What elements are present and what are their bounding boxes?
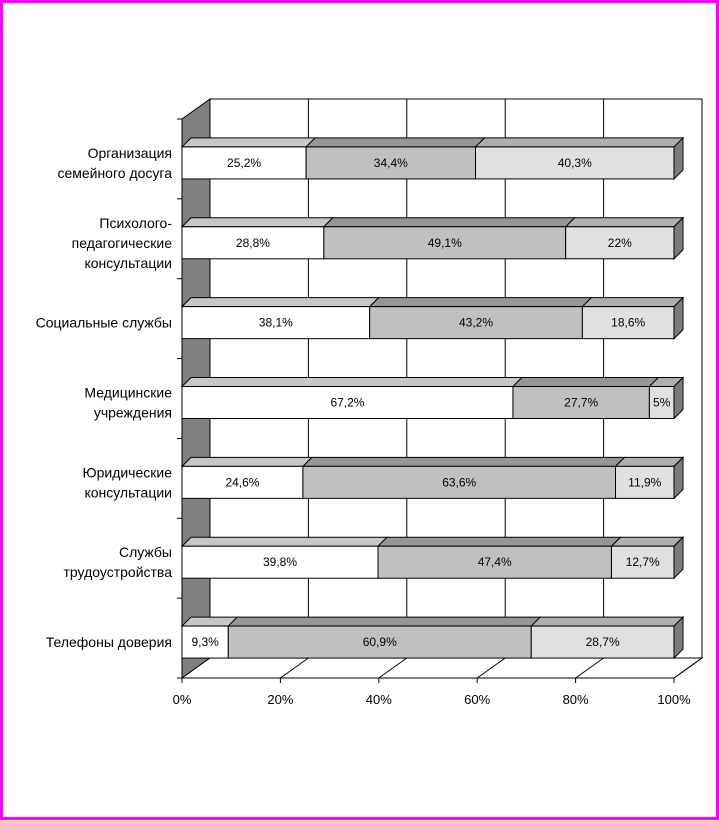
- data-label: 22%: [608, 236, 632, 250]
- data-label: 9,3%: [191, 635, 219, 649]
- bar-segment: [181, 545, 379, 579]
- data-label: 34,4%: [374, 156, 408, 170]
- data-label: 12,7%: [626, 555, 660, 569]
- x-tick-label: 100%: [657, 692, 691, 707]
- bar-segment: [305, 146, 477, 180]
- data-label: 25,2%: [227, 156, 261, 170]
- bar-segment-top: [368, 297, 593, 308]
- bar-segment-top: [180, 217, 335, 228]
- bar-segment: [181, 226, 325, 260]
- bar-segment-top: [376, 536, 622, 547]
- bar-segment: [377, 545, 612, 579]
- data-label: 63,6%: [442, 475, 476, 489]
- x-tick-label: 40%: [366, 692, 392, 707]
- bar-segment-top: [227, 616, 542, 627]
- bar-segment: [615, 465, 675, 499]
- category-label: Медицинские учреждения: [84, 385, 172, 421]
- data-label: 27,7%: [564, 396, 598, 410]
- bar-segment: [302, 465, 617, 499]
- bar-segment-top: [180, 456, 314, 467]
- floor: [180, 657, 704, 679]
- bar-segment-top: [180, 536, 389, 547]
- bar-end-face: [673, 136, 684, 181]
- floor-gridline: [476, 657, 506, 679]
- bar-row: 38,1% 43,2% 18,6%: [180, 296, 685, 340]
- category-label: Организация семейного досуга: [57, 145, 172, 181]
- x-tick-label: 80%: [563, 692, 589, 707]
- bar-segment: [581, 306, 675, 340]
- bar-segment-top: [610, 536, 685, 547]
- x-tick-label: 0%: [173, 692, 192, 707]
- category-label: Телефоны доверия: [46, 634, 172, 650]
- data-label: 28,8%: [236, 236, 270, 250]
- category-label: Социальные службы: [36, 315, 172, 331]
- bar-segment-top: [581, 297, 685, 308]
- data-label: 5%: [653, 396, 671, 410]
- data-label: 40,3%: [558, 156, 592, 170]
- bar-segment: [227, 625, 532, 659]
- bar-row: 9,3% 60,9% 28,7%: [180, 615, 685, 660]
- bar-segment: [565, 226, 675, 260]
- bar-segment-top: [304, 137, 486, 148]
- bar-segment: [530, 625, 675, 659]
- bar-segment: [181, 146, 307, 180]
- bars: 25,2% 34,4% 40,3% 28,8% 49,1% 22% 38,1% 43,2% 18…: [180, 136, 685, 660]
- bar-end-face: [673, 536, 684, 580]
- bar-segment-top: [301, 456, 626, 467]
- data-label: 47,4%: [478, 555, 512, 569]
- category-label: Юридические консультации: [82, 464, 172, 500]
- bar-segment-top: [180, 137, 317, 148]
- data-label: 11,9%: [628, 475, 661, 489]
- bar-end-face: [673, 456, 684, 500]
- bar-row: 39,8% 47,4% 12,7%: [180, 536, 685, 580]
- bar-segment: [369, 306, 583, 340]
- bar-segment-top: [530, 616, 685, 627]
- floor-gridline: [575, 657, 604, 679]
- bar-row: 24,6% 63,6% 11,9%: [180, 456, 685, 500]
- bar-segment: [475, 146, 675, 180]
- bar-end-face: [673, 376, 684, 420]
- bar-segment: [323, 226, 567, 260]
- bar-segment: [512, 386, 650, 419]
- data-label: 67,2%: [330, 396, 364, 410]
- bar-segment: [181, 625, 229, 659]
- bar-segment-top: [180, 297, 380, 308]
- bar-end-face: [673, 216, 684, 260]
- stacked-bar-chart: 25,2% 34,4% 40,3% 28,8% 49,1% 22% 38,1% 43,2% 18…: [36, 98, 704, 707]
- category-labels: Организация семейного досуга Психолого-пед…: [36, 145, 173, 650]
- data-label: 60,9%: [363, 635, 397, 649]
- bar-segment-top: [511, 377, 660, 387]
- bar-segment: [181, 306, 371, 340]
- bar-end-face: [673, 296, 684, 340]
- bar-end-face: [673, 615, 684, 660]
- data-label: 18,6%: [611, 316, 645, 330]
- floor-gridline: [378, 657, 408, 679]
- data-label: 43,2%: [459, 316, 493, 330]
- bar-segment: [181, 386, 514, 419]
- x-tick-label: 20%: [267, 692, 293, 707]
- data-label: 49,1%: [428, 236, 462, 250]
- bar-segment-top: [564, 217, 685, 228]
- category-label: Психолого-педагогические консультации: [72, 215, 173, 271]
- data-label: 24,6%: [225, 475, 259, 489]
- x-tick-labels: 0% 20% 40% 60% 80% 100%: [173, 692, 691, 707]
- data-label: 28,7%: [586, 635, 620, 649]
- chart-frame: 25,2% 34,4% 40,3% 28,8% 49,1% 22% 38,1% 43,2% 18…: [3, 3, 716, 817]
- bar-row: 28,8% 49,1% 22%: [180, 216, 685, 260]
- floor-gridline: [673, 657, 703, 679]
- x-tick-label: 60%: [464, 692, 490, 707]
- bar-segment-top: [180, 377, 524, 387]
- bar-row: 25,2% 34,4% 40,3%: [180, 136, 685, 181]
- category-label: Службы трудоустройства: [64, 544, 173, 580]
- bar-segment: [610, 545, 675, 579]
- bar-segment-top: [614, 456, 685, 467]
- bar-segment-top: [474, 137, 685, 148]
- bar-segment-top: [322, 217, 576, 228]
- floor-gridline: [280, 657, 309, 679]
- data-label: 39,8%: [263, 555, 297, 569]
- bar-row: 67,2% 27,7% 5%: [180, 376, 685, 420]
- data-label: 38,1%: [259, 316, 293, 330]
